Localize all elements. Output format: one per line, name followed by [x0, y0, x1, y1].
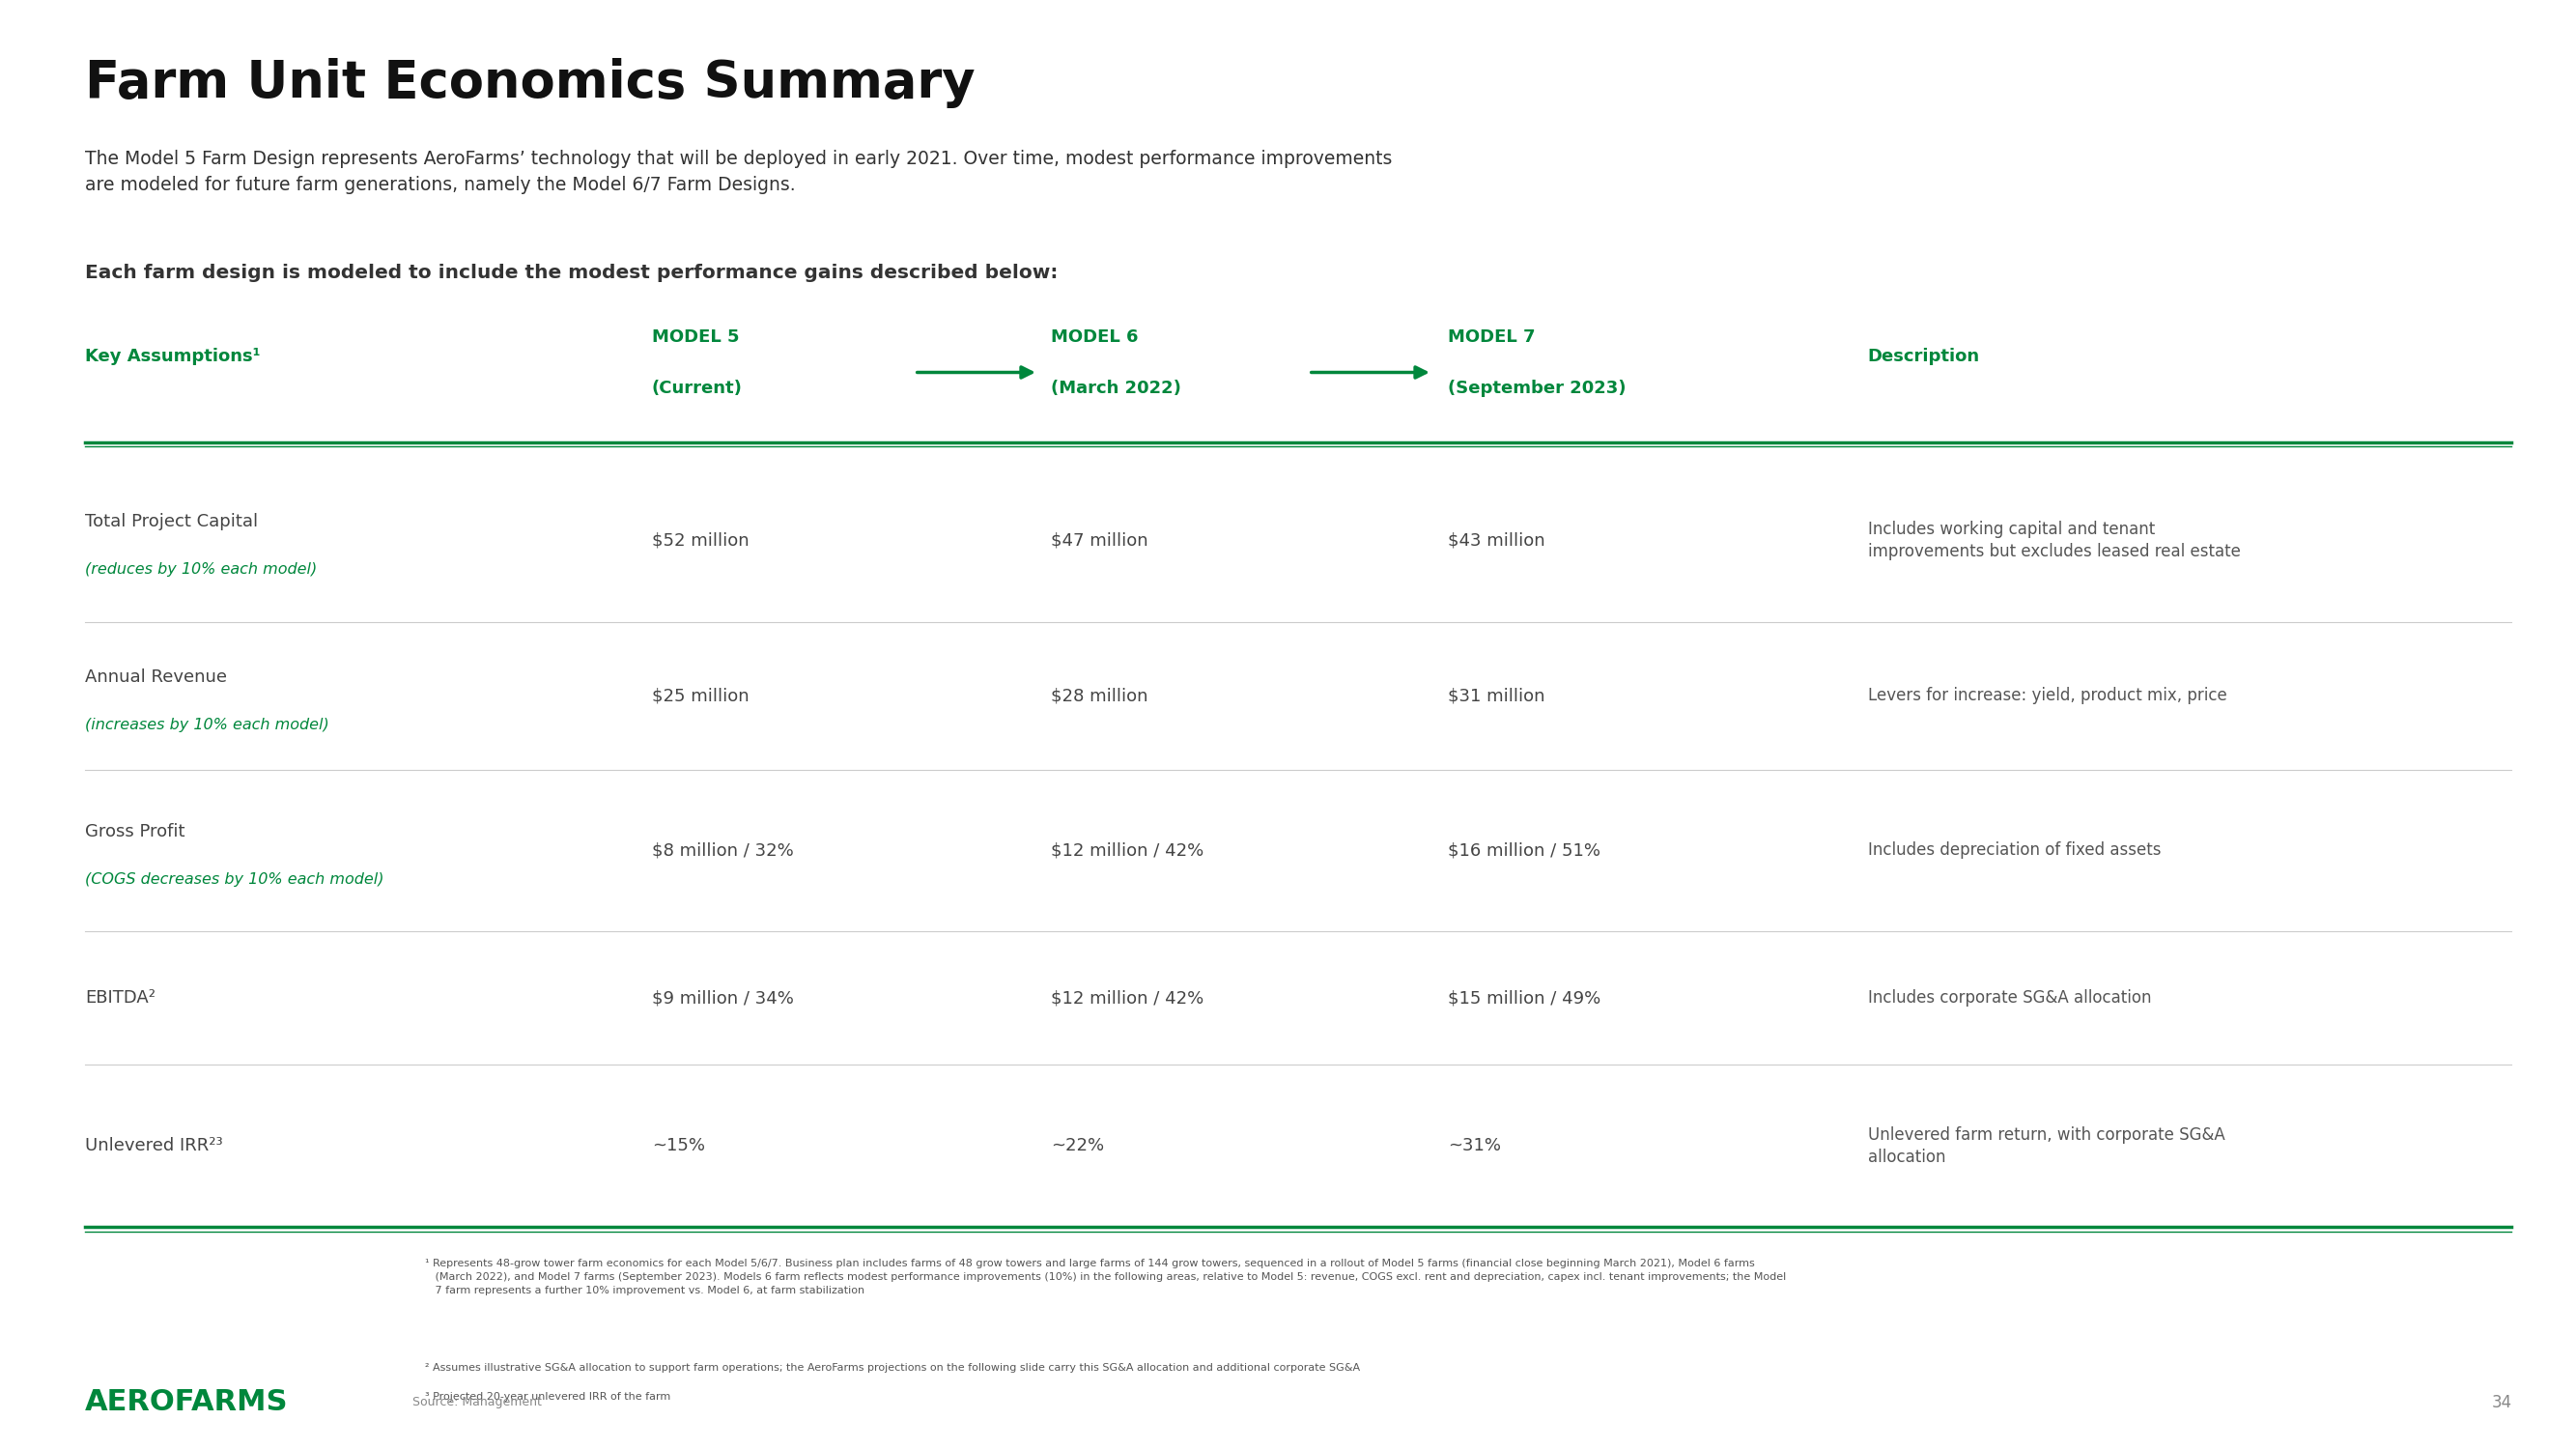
Text: The Model 5 Farm Design represents AeroFarms’ technology that will be deployed i: The Model 5 Farm Design represents AeroF… [85, 149, 1391, 194]
Text: Total Project Capital: Total Project Capital [85, 513, 258, 530]
Text: Source: Management: Source: Management [412, 1397, 541, 1408]
Text: $15 million / 49%: $15 million / 49% [1448, 990, 1600, 1007]
Text: (September 2023): (September 2023) [1448, 380, 1625, 397]
Text: $12 million / 42%: $12 million / 42% [1051, 990, 1203, 1007]
Text: (increases by 10% each model): (increases by 10% each model) [85, 717, 330, 732]
Text: AEROFARMS: AEROFARMS [85, 1388, 289, 1417]
Text: (Current): (Current) [652, 380, 742, 397]
Text: $8 million / 32%: $8 million / 32% [652, 842, 793, 859]
Text: ¹ Represents 48-grow tower farm economics for each Model 5/6/7. Business plan in: ¹ Represents 48-grow tower farm economic… [425, 1259, 1785, 1295]
Text: Includes working capital and tenant
improvements but excludes leased real estate: Includes working capital and tenant impr… [1868, 520, 2241, 561]
Text: Farm Unit Economics Summary: Farm Unit Economics Summary [85, 58, 976, 109]
Text: MODEL 7: MODEL 7 [1448, 329, 1535, 346]
Text: $28 million: $28 million [1051, 687, 1149, 704]
Text: Unlevered farm return, with corporate SG&A
allocation: Unlevered farm return, with corporate SG… [1868, 1126, 2226, 1166]
Text: MODEL 6: MODEL 6 [1051, 329, 1139, 346]
Text: Annual Revenue: Annual Revenue [85, 668, 227, 685]
Text: $43 million: $43 million [1448, 532, 1546, 549]
Text: EBITDA²: EBITDA² [85, 990, 155, 1007]
Text: Unlevered IRR²³: Unlevered IRR²³ [85, 1137, 222, 1155]
Text: Key Assumptions¹: Key Assumptions¹ [85, 348, 260, 365]
Text: Description: Description [1868, 348, 1981, 365]
Text: $12 million / 42%: $12 million / 42% [1051, 842, 1203, 859]
Text: (March 2022): (March 2022) [1051, 380, 1182, 397]
Text: $31 million: $31 million [1448, 687, 1546, 704]
Text: Each farm design is modeled to include the modest performance gains described be: Each farm design is modeled to include t… [85, 264, 1059, 283]
Text: Levers for increase: yield, product mix, price: Levers for increase: yield, product mix,… [1868, 687, 2226, 704]
Text: ~31%: ~31% [1448, 1137, 1502, 1155]
Text: ² Assumes illustrative SG&A allocation to support farm operations; the AeroFarms: ² Assumes illustrative SG&A allocation t… [425, 1364, 1360, 1374]
Text: Includes corporate SG&A allocation: Includes corporate SG&A allocation [1868, 990, 2151, 1007]
Text: ~15%: ~15% [652, 1137, 706, 1155]
Text: $52 million: $52 million [652, 532, 750, 549]
Text: (reduces by 10% each model): (reduces by 10% each model) [85, 562, 317, 577]
Text: $9 million / 34%: $9 million / 34% [652, 990, 793, 1007]
Text: $25 million: $25 million [652, 687, 750, 704]
Text: Gross Profit: Gross Profit [85, 823, 185, 840]
Text: $16 million / 51%: $16 million / 51% [1448, 842, 1600, 859]
Text: ³ Projected 20-year unlevered IRR of the farm: ³ Projected 20-year unlevered IRR of the… [425, 1392, 670, 1403]
Text: ~22%: ~22% [1051, 1137, 1105, 1155]
Text: $47 million: $47 million [1051, 532, 1149, 549]
Text: 34: 34 [2491, 1394, 2512, 1411]
Text: Includes depreciation of fixed assets: Includes depreciation of fixed assets [1868, 842, 2161, 859]
Text: MODEL 5: MODEL 5 [652, 329, 739, 346]
Text: (COGS decreases by 10% each model): (COGS decreases by 10% each model) [85, 872, 384, 887]
